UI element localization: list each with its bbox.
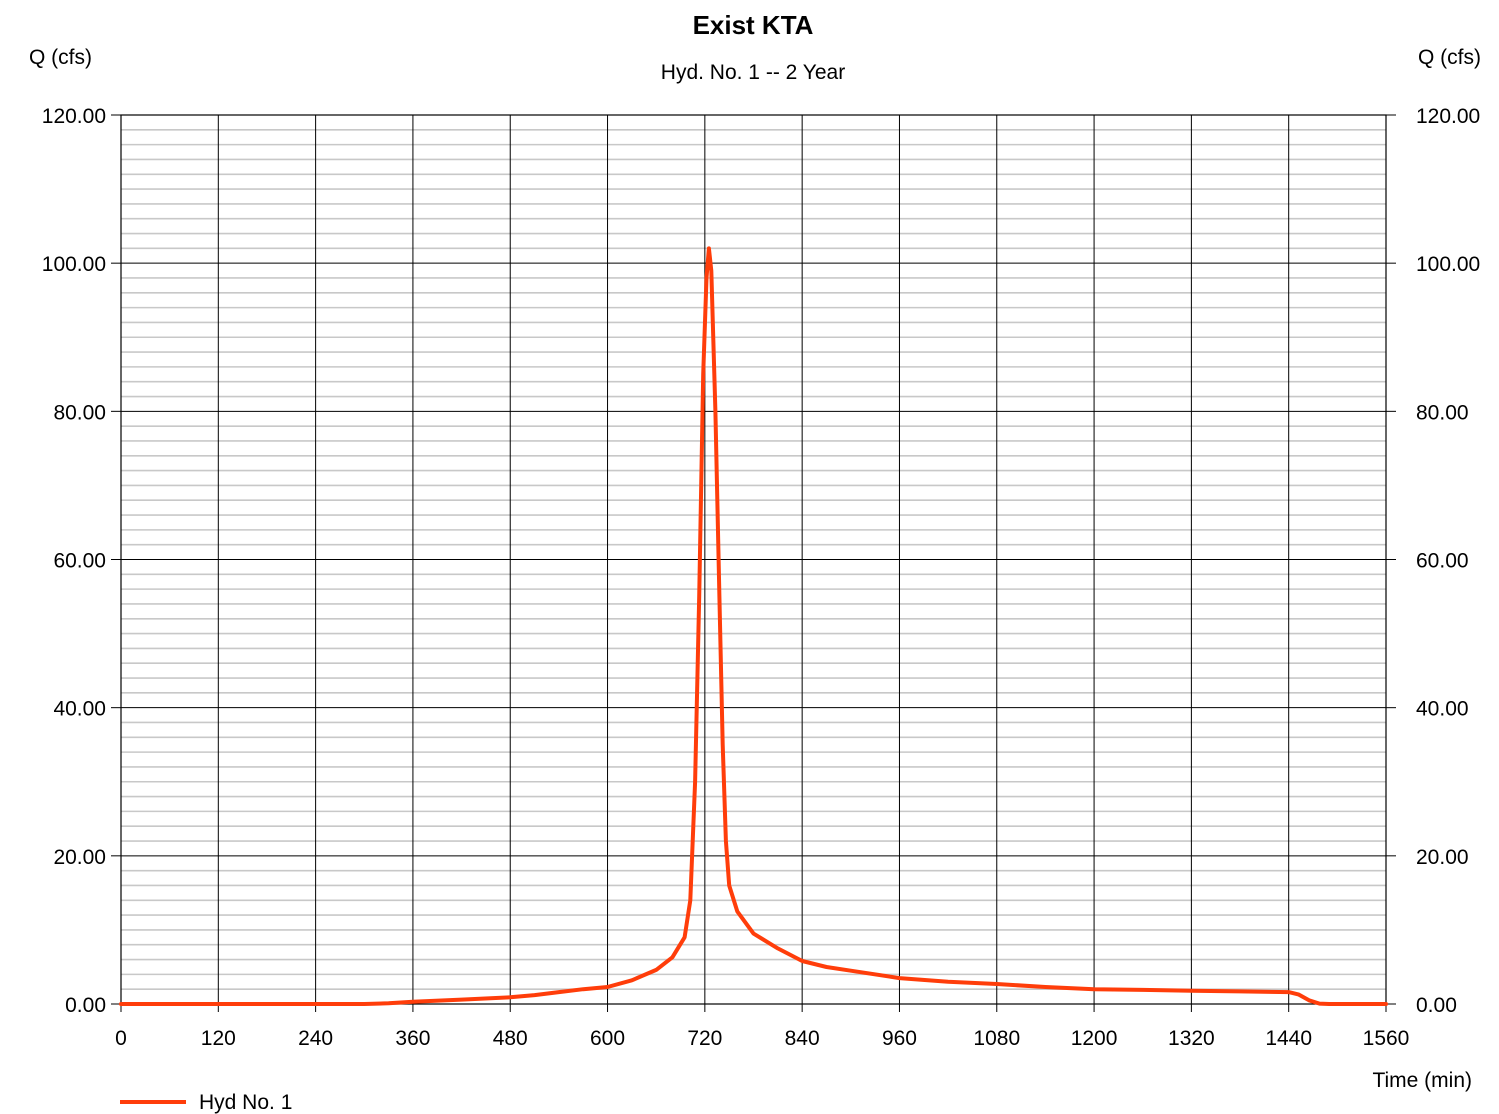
y-tick-label-right: 80.00 bbox=[1416, 401, 1469, 424]
x-axis-label: Time (min) bbox=[1372, 1069, 1472, 1092]
y-tick-label-left: 40.00 bbox=[53, 698, 106, 721]
x-tick-label: 1320 bbox=[1168, 1027, 1215, 1050]
major-gridlines bbox=[121, 115, 1386, 1004]
y-tick-label-right: 40.00 bbox=[1416, 698, 1469, 721]
y-tick-label-left: 120.00 bbox=[42, 105, 106, 128]
y-axis-label-right: Q (cfs) bbox=[1418, 46, 1481, 69]
x-tick-labels: 0 120 240 360 480 600 720 840 960 1080 1200 1320 144… bbox=[115, 1027, 1409, 1050]
x-tick-label: 840 bbox=[785, 1027, 820, 1050]
minor-gridlines bbox=[121, 129, 1386, 990]
y-tick-labels-right: 0.00 20.00 40.00 60.00 80.00 100.00 120.00 bbox=[1416, 105, 1480, 1017]
x-tick-label: 1440 bbox=[1265, 1027, 1312, 1050]
y-tick-label-left: 100.00 bbox=[42, 253, 106, 276]
x-tick-label: 1080 bbox=[973, 1027, 1020, 1050]
x-tick-label: 600 bbox=[590, 1027, 625, 1050]
y-tick-label-left: 80.00 bbox=[53, 401, 106, 424]
legend-label-hyd-no-1: Hyd No. 1 bbox=[199, 1091, 292, 1114]
x-tick-label: 1560 bbox=[1363, 1027, 1410, 1050]
y-tick-label-right: 0.00 bbox=[1416, 994, 1457, 1017]
y-axis-label-left: Q (cfs) bbox=[29, 46, 92, 69]
y-tick-label-left: 60.00 bbox=[53, 550, 106, 573]
x-tick-label: 120 bbox=[201, 1027, 236, 1050]
x-tick-label: 240 bbox=[298, 1027, 333, 1050]
y-tick-label-left: 0.00 bbox=[65, 994, 106, 1017]
series-line-hyd-no-1 bbox=[119, 246, 1388, 1006]
x-tick-label: 720 bbox=[687, 1027, 722, 1050]
x-tick-label: 480 bbox=[493, 1027, 528, 1050]
x-tick-label: 0 bbox=[115, 1027, 127, 1050]
chart-subtitle: Hyd. No. 1 -- 2 Year bbox=[661, 61, 845, 84]
y-tick-label-right: 20.00 bbox=[1416, 846, 1469, 869]
x-tick-label: 360 bbox=[395, 1027, 430, 1050]
chart-title: Exist KTA bbox=[693, 10, 814, 40]
tick-marks bbox=[111, 114, 1396, 1012]
y-tick-label-left: 20.00 bbox=[53, 846, 106, 869]
y-tick-label-right: 100.00 bbox=[1416, 253, 1480, 276]
y-tick-label-right: 60.00 bbox=[1416, 550, 1469, 573]
y-tick-label-right: 120.00 bbox=[1416, 105, 1480, 128]
legend: Hyd No. 1 bbox=[120, 1091, 292, 1114]
y-tick-labels-left: 0.00 20.00 40.00 60.00 80.00 100.00 120.00 bbox=[42, 105, 106, 1017]
x-tick-label: 1200 bbox=[1071, 1027, 1118, 1050]
x-tick-label: 960 bbox=[882, 1027, 917, 1050]
